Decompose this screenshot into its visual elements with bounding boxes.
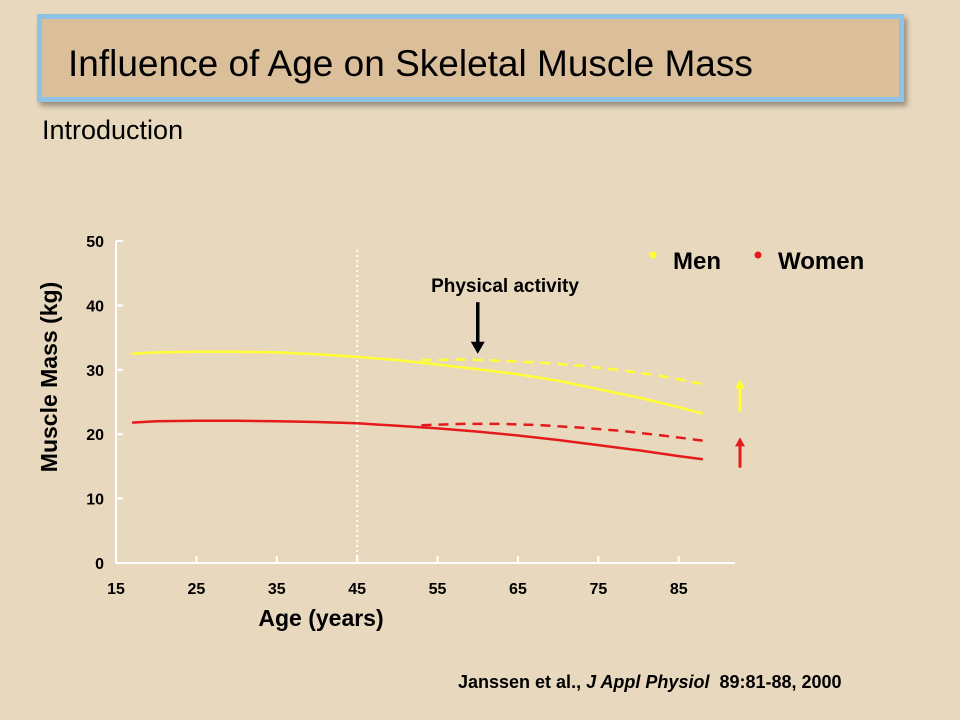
legend-marker-women [754, 251, 762, 259]
physical-activity-arrow-head [470, 341, 485, 354]
physical-activity-label: Physical activity [431, 276, 579, 297]
legend-label-women: Women [778, 248, 864, 275]
x-tick-label: 15 [107, 581, 125, 598]
x-tick-label: 35 [268, 581, 286, 598]
y-tick-label: 10 [86, 492, 104, 509]
y-tick-label: 30 [86, 363, 104, 380]
x-axis-label: Age (years) [258, 605, 383, 631]
women-up-arrow-head [735, 437, 745, 447]
legend-label-men: Men [673, 248, 721, 275]
x-tick-label: 75 [589, 581, 607, 598]
x-tick-label: 65 [509, 581, 527, 598]
women-solid-line [132, 419, 703, 461]
chart-axes: 0 10 20 30 40 50 15 25 35 45 55 65 75 85 Age (years) Mu… [36, 234, 735, 631]
citation-journal: J Appl Physiol [586, 672, 710, 692]
citation-authors: Janssen et al., [458, 672, 582, 692]
x-tick-label: 25 [187, 581, 205, 598]
chart-legend: Men Women [649, 248, 864, 275]
citation: Janssen et al., J Appl Physiol 89:81-88,… [458, 672, 842, 693]
y-tick-label: 20 [86, 427, 104, 444]
x-tick-label: 85 [670, 581, 688, 598]
y-tick-label: 0 [95, 556, 104, 573]
x-tick-label: 45 [348, 581, 366, 598]
chart-annotation: Physical activity [431, 276, 579, 354]
men-dashed-line [421, 358, 704, 386]
y-tick-label: 50 [86, 234, 104, 251]
y-tick-label: 40 [86, 298, 104, 315]
citation-ref: 89:81-88, 2000 [719, 672, 842, 692]
slide-title: Influence of Age on Skeletal Muscle Mass [68, 43, 753, 84]
men-up-arrow-head [735, 379, 745, 389]
title-box: Influence of Age on Skeletal Muscle Mass [37, 14, 904, 102]
slide-subtitle: Introduction [42, 115, 184, 145]
chart-marks [132, 250, 745, 563]
legend-marker-men [649, 251, 657, 259]
y-axis-label: Muscle Mass (kg) [36, 282, 62, 472]
women-dashed-line [421, 422, 703, 442]
x-tick-label: 55 [429, 581, 447, 598]
men-solid-line [132, 350, 704, 415]
